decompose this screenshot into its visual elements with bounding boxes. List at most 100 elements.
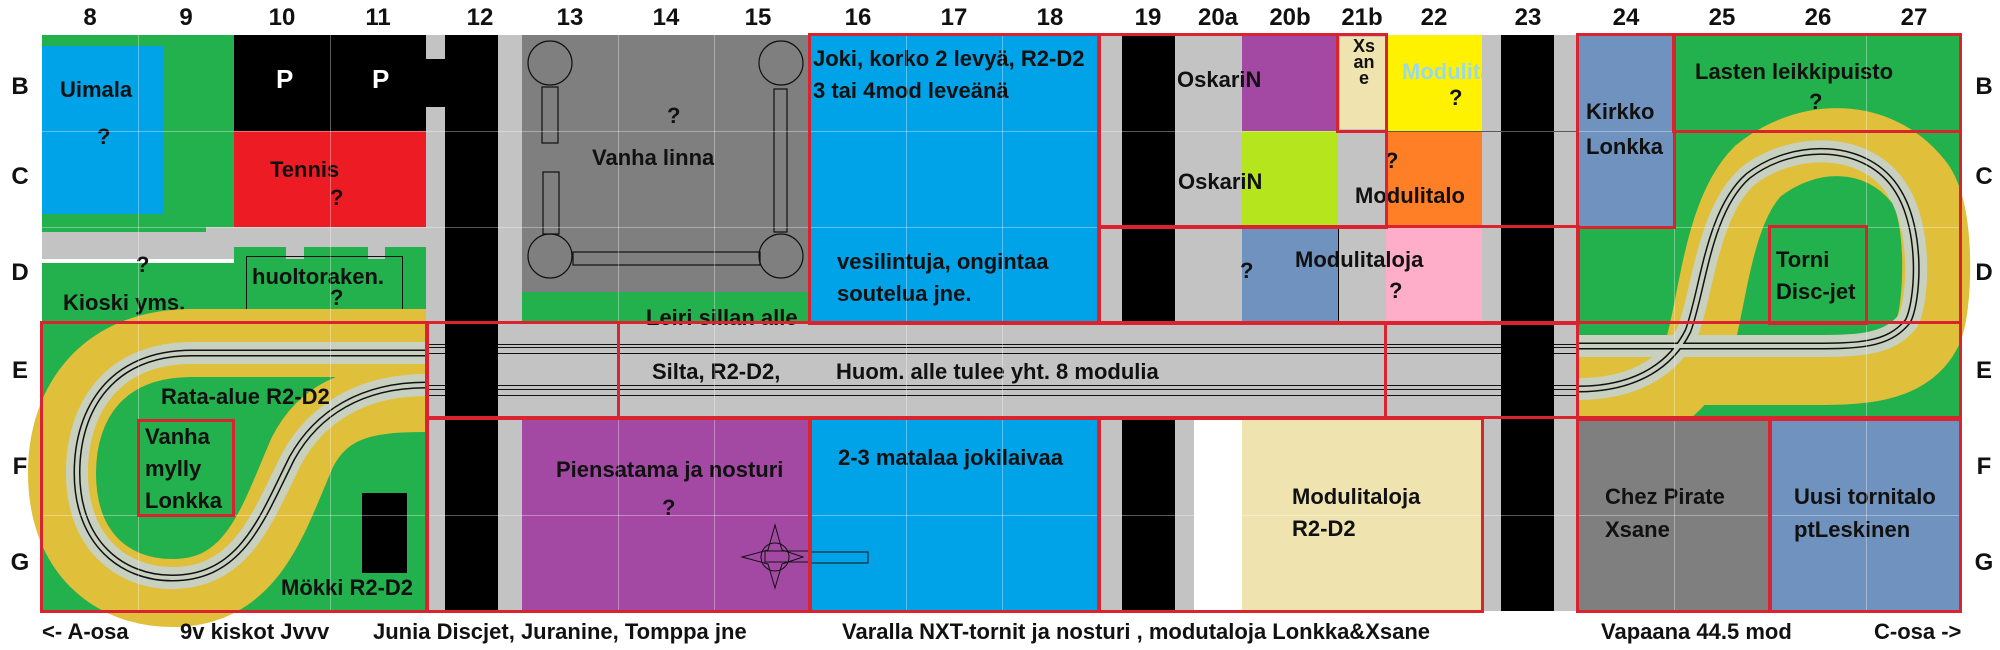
rail-line [426,385,1578,386]
vapaana-label: Vapaana 44.5 mod [1601,619,1792,644]
col-header: 12 [466,4,494,31]
rail-line [426,395,1578,396]
right-track-loop-icon [1577,108,1971,450]
black-road-12-notch [426,59,445,107]
mokki-label: Mökki R2-D2 [281,575,414,600]
jokilaivaa-label: 2-3 matalaa jokilaivaa [838,445,1064,470]
crane-arm-icon [809,551,869,564]
row-header: G [1974,549,1994,576]
col-header: 19 [1134,4,1162,31]
row-header: F [12,453,28,480]
grid-line [42,227,1962,228]
col-header: 20a [1197,4,1239,31]
parking-label-2: P [372,64,390,94]
piensatama-label: Piensatama ja nosturi [556,457,784,482]
leiri-label: Leiri sillan alle [646,305,798,330]
row-header: E [1975,357,1992,384]
grid-line [138,35,139,611]
tennis-court[interactable] [234,131,426,227]
modulitalo-orange[interactable] [1386,131,1482,227]
col-header: 18 [1036,4,1064,31]
mokki-building[interactable] [362,493,407,573]
modulitaloja-r2d2-area[interactable] [1242,419,1482,611]
vanha-linna-area[interactable] [522,35,810,292]
vesilintuja-line1: vesilintuja, ongintaa [837,249,1049,274]
mylly-area[interactable] [180,421,234,517]
col-header: 21b [1341,4,1383,31]
gray-20a [1194,35,1242,323]
kirkko-line2: Lonkka [1586,134,1664,159]
modulitaloja-blue[interactable] [1242,227,1338,323]
chez-pirate-line1: Chez Pirate [1605,484,1725,509]
xsane-vertical-label: Xsane [1352,36,1376,88]
col-header: 20b [1269,4,1311,31]
modulitaloja-pink[interactable] [1386,227,1482,323]
chez-pirate-line2: Xsane [1605,517,1670,542]
col-header: 11 [365,4,391,31]
modulitaloja-question-left: ? [1240,258,1254,283]
joki-river[interactable] [810,35,1098,323]
piensatama-question: ? [662,495,676,520]
uusi-tornitalo-module[interactable] [1770,419,1962,611]
torni-line2: Disc-jet [1776,279,1856,304]
divider [1338,131,1578,132]
joki-line1: Joki, korko 2 levyä, R2-D2 [813,46,1085,71]
leiri-area[interactable] [522,292,810,323]
piensatama-harbor[interactable] [522,419,810,611]
tennis-question: ? [330,185,344,210]
grid-line [906,35,907,611]
mylly-line1: Vanha [145,424,210,449]
col-header: 9 [179,4,193,31]
col-header: 14 [652,4,680,31]
oskarin-label-2: OskariN [1178,169,1263,194]
c-osa-label: C-osa -> [1874,619,1962,644]
oskarin-purple[interactable] [1242,35,1338,131]
oskarin-label-1: OskariN [1177,67,1262,92]
parking-area[interactable] [234,35,426,131]
black-road-12-e-top [445,323,498,419]
modulitalo-orange-question: ? [1385,148,1399,173]
leikkipuisto-label: Lasten leikkipuisto [1695,59,1894,84]
chez-pirate-module[interactable] [1578,419,1770,611]
jokilaivaa-river[interactable] [810,419,1098,611]
row-header: B [11,73,29,100]
modulitaloja-question-right: ? [1389,278,1403,303]
torni-area[interactable] [1770,227,1866,323]
col-header: 26 [1804,4,1832,31]
silta-label: Silta, R2-D2, [652,359,781,384]
col-header: 23 [1514,4,1542,31]
torni-line1: Torni [1776,247,1830,272]
row-header: B [1975,73,1993,100]
huom-label: Huom. alle tulee yht. 8 modulia [836,359,1159,384]
parking-label-1: P [276,64,294,94]
rail-line [426,347,1578,348]
vesilintuja-line2: soutelua jne. [837,281,972,306]
a-osa-label: <- A-osa [42,619,129,644]
kirkko-line1: Kirkko [1586,99,1655,124]
castle-walls-icon [527,40,804,279]
mylly-line2: mylly [145,456,202,481]
rata-alue-label: Rata-alue R2-D2 [161,384,330,409]
grid-line [1002,35,1003,611]
modulitalo-orange-label: Modulitalo [1355,183,1465,208]
modulitalo-yellow[interactable] [1386,35,1482,131]
green-strip [42,227,206,232]
kirkko-module[interactable] [1578,35,1674,227]
left-track-loop-icon [27,309,427,628]
row-header: G [10,549,30,576]
grid-line [1866,35,1867,611]
rail-line [426,353,1578,354]
leikkipuisto-question: ? [1809,89,1823,114]
grid-line [618,35,619,611]
uimala-pool[interactable] [42,46,163,214]
oskarin-lime[interactable] [1242,131,1338,227]
varalla-label: Varalla NXT-tornit ja nosturi , modutalo… [842,619,1431,644]
grid-line [330,35,331,611]
rail-line [426,344,1578,345]
kioski-question: ? [136,252,150,277]
xsane-module[interactable] [1340,37,1386,129]
huoltoraken-question: ? [330,285,344,310]
col-header: 13 [556,4,584,31]
uusi-tornitalo-line1: Uusi tornitalo [1794,484,1936,509]
row-header: D [1975,259,1993,286]
